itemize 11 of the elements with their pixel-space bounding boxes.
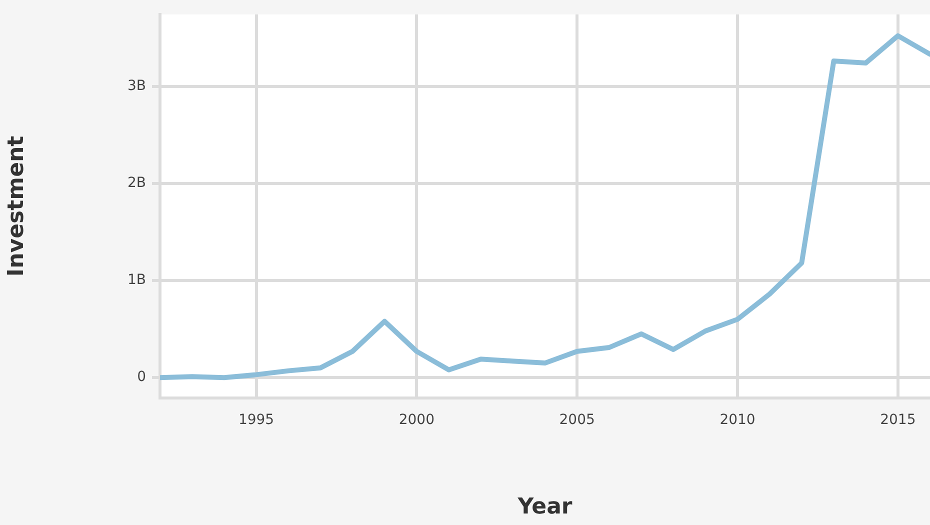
x-tick-label: 1995 (238, 412, 274, 428)
y-tick-label: 2B (127, 175, 146, 192)
y-tick-label: 3B (127, 78, 146, 94)
x-tick-label: 2015 (880, 412, 916, 428)
x-axis-title: Year (516, 494, 572, 520)
y-tick-label: 1B (127, 272, 146, 288)
y-tick-label: 0 (137, 369, 146, 386)
y-axis-title: Investment (4, 135, 29, 277)
x-tick-label: 2000 (398, 412, 434, 428)
x-tick-label: 2010 (720, 412, 756, 428)
x-tick-label: 2005 (559, 412, 595, 428)
